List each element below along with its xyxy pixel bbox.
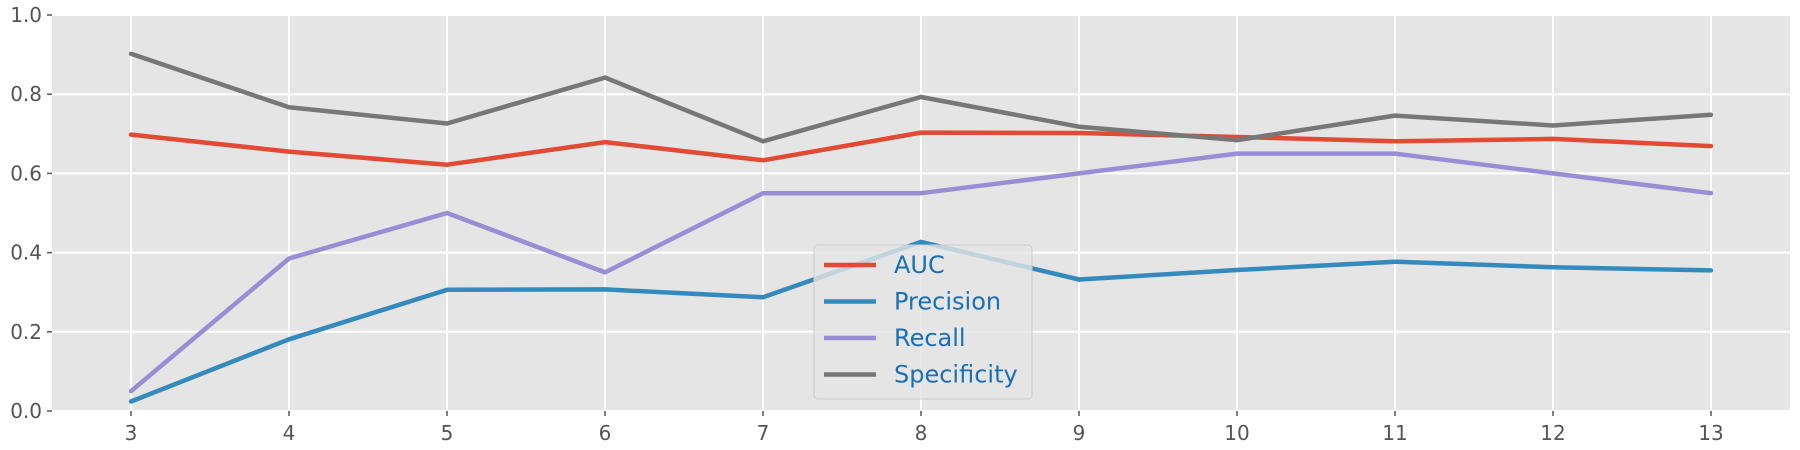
data-point-precision xyxy=(128,399,134,404)
data-point-precision xyxy=(1550,265,1556,270)
data-point-auc xyxy=(760,158,766,163)
x-tick-label: 11 xyxy=(1382,421,1407,445)
data-point-auc xyxy=(444,162,450,167)
data-point-precision xyxy=(444,287,450,293)
data-point-recall xyxy=(286,256,292,261)
data-point-recall xyxy=(1392,151,1398,156)
x-tick-label: 5 xyxy=(441,421,454,445)
axes: 3 4 5 6 7 8 9 10 11 12 13 0.0 0.2 0.4 0.6 0.8 1.0 xyxy=(10,3,1724,445)
y-tick-label: 0.8 xyxy=(10,82,42,106)
x-tick-label: 10 xyxy=(1224,421,1249,445)
data-point-auc xyxy=(128,132,134,137)
legend-box xyxy=(813,244,1033,400)
data-point-specificity xyxy=(1076,124,1082,129)
data-point-precision xyxy=(602,287,608,292)
data-point-recall xyxy=(128,389,134,394)
data-point-auc xyxy=(1392,139,1398,144)
data-point-recall xyxy=(760,191,766,196)
data-point-precision xyxy=(1234,267,1240,273)
x-tick-label: 9 xyxy=(1073,421,1086,445)
data-point-auc xyxy=(918,130,924,135)
data-point-recall xyxy=(1234,151,1240,156)
data-point-auc xyxy=(1550,136,1556,142)
series-lines xyxy=(128,51,1714,404)
y-tick-label: 0.2 xyxy=(10,320,42,344)
data-point-recall xyxy=(444,210,450,216)
data-point-recall xyxy=(1076,171,1082,176)
legend-label-specificity: Specificity xyxy=(894,361,1018,389)
data-point-specificity xyxy=(444,121,450,126)
data-point-precision xyxy=(286,337,292,342)
x-tick-label: 4 xyxy=(283,421,296,445)
data-point-specificity xyxy=(1708,112,1714,117)
data-point-precision xyxy=(1392,259,1398,264)
x-tick-label: 12 xyxy=(1540,421,1565,445)
y-tick-label: 1.0 xyxy=(10,3,42,27)
data-point-specificity xyxy=(760,139,766,144)
data-point-precision xyxy=(760,295,766,300)
y-tick-label: 0.4 xyxy=(10,241,42,265)
legend: AUC Precision Recall Specificity xyxy=(813,244,1033,400)
data-point-recall xyxy=(1550,171,1556,176)
data-point-specificity xyxy=(128,51,134,57)
x-tick-label: 3 xyxy=(125,421,138,445)
data-point-precision xyxy=(918,239,924,245)
data-point-specificity xyxy=(918,94,924,100)
data-point-specificity xyxy=(1550,123,1556,128)
y-tick-label: 0.0 xyxy=(10,399,42,423)
x-tick-label: 7 xyxy=(757,421,770,445)
data-point-auc xyxy=(1076,130,1082,136)
legend-label-recall: Recall xyxy=(894,324,966,352)
x-tick-label: 8 xyxy=(915,421,928,445)
data-point-auc xyxy=(1708,143,1714,149)
data-point-specificity xyxy=(602,75,608,80)
legend-label-auc: AUC xyxy=(894,251,945,279)
data-point-specificity xyxy=(286,105,292,110)
data-point-auc xyxy=(602,139,608,145)
data-point-auc xyxy=(286,149,292,154)
data-point-recall xyxy=(602,270,608,275)
data-point-specificity xyxy=(1392,113,1398,118)
data-point-recall xyxy=(918,191,924,196)
data-point-precision xyxy=(1708,268,1714,273)
y-tick-label: 0.6 xyxy=(10,161,42,185)
data-point-specificity xyxy=(1234,137,1240,143)
x-tick-label: 13 xyxy=(1698,421,1723,445)
data-point-recall xyxy=(1708,191,1714,196)
legend-label-precision: Precision xyxy=(894,288,1001,316)
x-tick-label: 6 xyxy=(599,421,612,445)
data-point-precision xyxy=(1076,277,1082,282)
